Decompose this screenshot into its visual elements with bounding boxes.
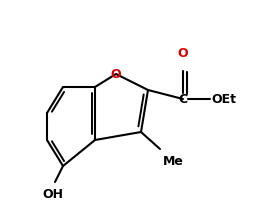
- Text: OH: OH: [42, 187, 63, 200]
- Text: OEt: OEt: [211, 93, 236, 106]
- Text: O: O: [178, 47, 188, 60]
- Text: O: O: [111, 68, 121, 81]
- Text: Me: Me: [163, 154, 184, 167]
- Text: C: C: [178, 93, 188, 106]
